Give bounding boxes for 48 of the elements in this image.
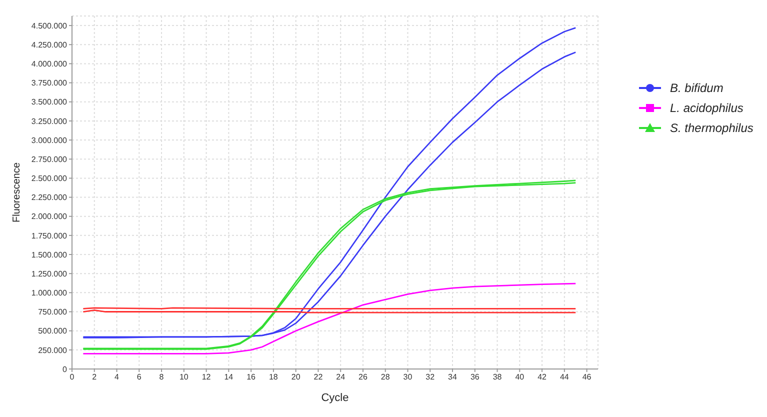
y-tick-label: 2.750.000 xyxy=(31,154,68,164)
x-tick-label: 26 xyxy=(358,372,368,382)
x-tick-label: 4 xyxy=(114,372,120,382)
y-tick-label: 0 xyxy=(62,364,68,374)
y-tick-label: 1.000.000 xyxy=(31,288,68,298)
y-tick-label: 250.000 xyxy=(38,346,68,355)
x-tick-label: 8 xyxy=(159,372,164,382)
y-tick-label: 4.000.000 xyxy=(31,60,68,69)
y-tick-label: 1.750.000 xyxy=(31,231,68,240)
y-tick-label: 1.500.000 xyxy=(31,250,68,260)
x-tick-label: 32 xyxy=(426,372,436,382)
legend-label: S. thermophilus xyxy=(670,121,754,135)
x-tick-label: 0 xyxy=(70,372,75,382)
x-tick-label: 38 xyxy=(492,372,502,382)
y-tick-label: 1.250.000 xyxy=(31,269,68,278)
y-tick-label: 3.750.000 xyxy=(31,78,68,88)
y-tick-label: 750.000 xyxy=(38,308,68,317)
y-axis-title: Fluorescence xyxy=(12,162,23,223)
y-tick-label: 3.250.000 xyxy=(31,116,68,126)
x-tick-label: 20 xyxy=(291,372,301,382)
x-tick-label: 42 xyxy=(538,372,548,382)
y-tick-label: 2.000.000 xyxy=(31,212,68,222)
x-tick-label: 18 xyxy=(268,372,278,382)
y-tick-label: 2.250.000 xyxy=(31,193,68,202)
legend-label: L. acidophilus xyxy=(670,101,744,115)
x-tick-label: 6 xyxy=(136,372,142,382)
x-tick-label: 46 xyxy=(582,372,592,382)
y-tick-label: 4.250.000 xyxy=(31,40,68,50)
x-tick-label: 44 xyxy=(560,372,570,382)
x-tick-label: 14 xyxy=(224,372,234,382)
x-tick-label: 24 xyxy=(336,372,346,382)
y-tick-label: 2.500.000 xyxy=(31,174,68,184)
x-tick-label: 36 xyxy=(470,372,480,382)
x-tick-label: 2 xyxy=(92,372,98,382)
x-tick-label: 40 xyxy=(515,372,525,382)
x-tick-label: 10 xyxy=(179,372,189,382)
x-tick-label: 30 xyxy=(403,372,413,382)
x-tick-label: 12 xyxy=(202,372,212,382)
y-tick-label: 4.500.000 xyxy=(31,21,68,30)
x-tick-label: 34 xyxy=(448,372,458,382)
x-tick-label: 16 xyxy=(246,372,256,382)
legend-label: B. bifidum xyxy=(670,81,724,95)
y-tick-label: 3.500.000 xyxy=(31,98,68,107)
x-tick-label: 28 xyxy=(380,372,390,382)
x-axis-title: Cycle xyxy=(321,392,349,404)
y-tick-label: 3.000.000 xyxy=(31,136,68,145)
x-tick-label: 22 xyxy=(314,372,324,382)
y-tick-label: 500.000 xyxy=(38,326,68,336)
